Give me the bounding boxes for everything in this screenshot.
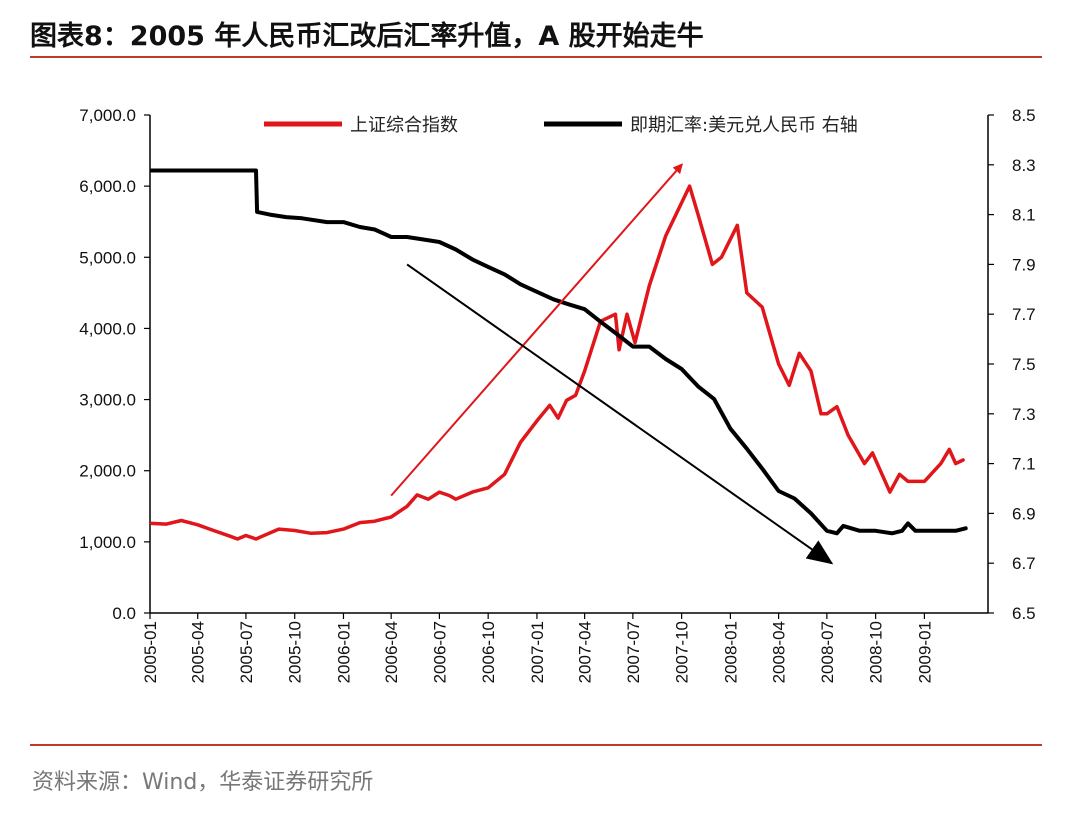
y-right-tick-label: 7.9 (1012, 255, 1036, 274)
series-line-shanghai-index (149, 184, 965, 541)
y-right-tick-label: 8.3 (1012, 156, 1036, 175)
y-left-tick-label: 2,000.0 (79, 462, 136, 481)
y-right-tick-label: 6.7 (1012, 554, 1036, 573)
title-divider (30, 56, 1042, 58)
annotation-arrow-up (390, 163, 683, 497)
y-left-tick-label: 4,000.0 (79, 319, 136, 338)
axes (144, 114, 994, 619)
y-right-tick-label: 7.7 (1012, 305, 1036, 324)
x-tick-label: 2006-10 (479, 621, 498, 683)
x-tick-label: 2005-04 (189, 621, 208, 683)
y-left-tick-label: 0.0 (112, 604, 136, 623)
legend: 上证综合指数 即期汇率:美元兑人民币 右轴 (264, 115, 858, 136)
x-tick-labels: 2005-01 2005-04 2005-07 2005-10 2006-01 2006-… (141, 621, 934, 683)
dual-axis-line-chart: 0.0 1,000.0 2,000.0 3,000.0 4,000.0 5,000.0 6,… (79, 106, 1036, 683)
y-right-tick-label: 7.1 (1012, 455, 1036, 474)
y-left-tick-label: 3,000.0 (79, 391, 136, 410)
y-right-tick-labels: 6.5 6.7 6.9 7.1 7.3 7.5 7.7 7.9 8.1 8.3 8.5 (1012, 106, 1036, 623)
x-tick-label: 2007-04 (576, 621, 595, 683)
x-tick-label: 2006-07 (430, 621, 449, 683)
y-right-tick-label: 6.9 (1012, 504, 1036, 523)
y-left-tick-labels: 0.0 1,000.0 2,000.0 3,000.0 4,000.0 5,000.0 6,… (79, 106, 136, 623)
x-tick-label: 2006-01 (334, 621, 353, 683)
figure-title: 图表8：2005 年人民币汇改后汇率升值，A 股开始走牛 (30, 21, 704, 52)
annotation-arrow-down (406, 263, 834, 565)
legend-label-shanghai-index: 上证综合指数 (350, 115, 458, 136)
y-left-tick-label: 6,000.0 (79, 177, 136, 196)
y-left-tick-label: 7,000.0 (79, 106, 136, 125)
source-note: 资料来源：Wind，华泰证券研究所 (32, 770, 374, 795)
x-tick-label: 2008-07 (818, 621, 837, 683)
y-right-tick-label: 8.5 (1012, 106, 1036, 125)
y-right-tick-label: 7.5 (1012, 355, 1036, 374)
x-tick-label: 2005-10 (286, 621, 305, 683)
x-tick-label: 2005-01 (141, 621, 160, 683)
x-tick-label: 2008-01 (721, 621, 740, 683)
y-left-tick-label: 5,000.0 (79, 248, 136, 267)
x-tick-label: 2008-04 (770, 621, 789, 683)
footer-divider (30, 744, 1042, 746)
x-tick-label: 2007-01 (528, 621, 547, 683)
series-line-usdcny (149, 168, 968, 536)
x-tick-label: 2009-01 (915, 621, 934, 683)
y-left-tick-label: 1,000.0 (79, 533, 136, 552)
series-layer (149, 168, 968, 541)
y-right-tick-label: 8.1 (1012, 206, 1036, 225)
x-tick-label: 2005-07 (237, 621, 256, 683)
y-right-tick-label: 7.3 (1012, 405, 1036, 424)
x-tick-label: 2006-04 (382, 621, 401, 683)
x-tick-label: 2007-07 (624, 621, 643, 683)
legend-label-usdcny: 即期汇率:美元兑人民币 右轴 (630, 115, 858, 136)
x-tick-label: 2007-10 (673, 621, 692, 683)
x-tick-label: 2008-10 (867, 621, 886, 683)
y-right-tick-label: 6.5 (1012, 604, 1036, 623)
annotation-layer (390, 163, 834, 565)
